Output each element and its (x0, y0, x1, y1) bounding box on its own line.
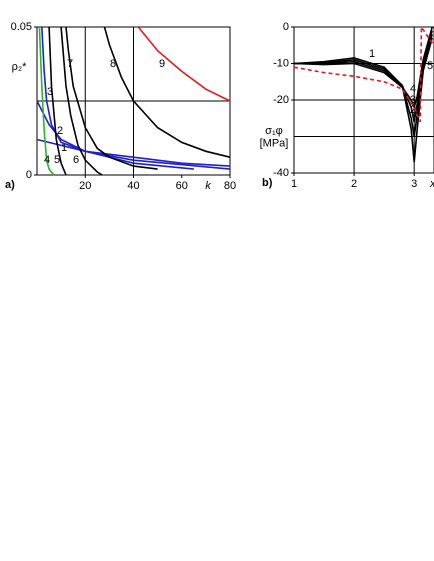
curve (293, 24, 434, 123)
panel-label: b) (262, 177, 273, 189)
curve-label: 3 (47, 86, 53, 98)
x-axis-label: x (429, 178, 434, 190)
y-tick-label: 0 (26, 169, 32, 181)
curve-label: 3 (410, 94, 416, 106)
x-tick-label: 2 (351, 178, 357, 190)
curve (294, 30, 433, 123)
curve-label: 5 (54, 154, 60, 166)
y-tick-label: -20 (273, 94, 289, 106)
y-axis-label: σ₁φ (265, 125, 283, 137)
x-tick-label: 3 (411, 178, 417, 190)
y-tick-label: -10 (273, 57, 289, 69)
curve (293, 34, 433, 137)
curve-label: 8 (110, 58, 116, 70)
curve (60, 26, 103, 176)
curve-label: 2 (57, 125, 63, 137)
curve (48, 26, 67, 176)
y-axis-label: ρ₂* (12, 61, 28, 73)
curve (103, 26, 231, 158)
y-axis-unit: [MPa] (260, 138, 289, 150)
curve-label: 5 (427, 60, 433, 72)
curve-label: 6 (73, 154, 79, 166)
panel-label: a) (5, 179, 15, 191)
curve-label: 4 (410, 83, 416, 95)
curve-label: 9 (159, 58, 165, 70)
x-tick-label: 80 (224, 180, 236, 192)
x-tick-label: 40 (127, 180, 139, 192)
curve-label: 7 (67, 58, 73, 70)
curve-label: 1 (61, 142, 67, 154)
x-tick-label: 1 (291, 178, 297, 190)
curve (65, 26, 158, 170)
x-tick-label: 60 (176, 180, 188, 192)
curve (137, 26, 231, 102)
y-tick-label: -40 (273, 167, 289, 179)
y-tick-label: 0.05 (11, 21, 32, 33)
x-tick-label: 20 (79, 180, 91, 192)
curve-label: 4 (44, 154, 50, 166)
curve-label: 1 (369, 48, 375, 60)
curve (36, 100, 194, 170)
curve-label: 2 (410, 104, 416, 116)
x-axis-label: k (205, 180, 211, 192)
y-tick-label: 0 (283, 21, 289, 33)
curve (38, 26, 55, 176)
